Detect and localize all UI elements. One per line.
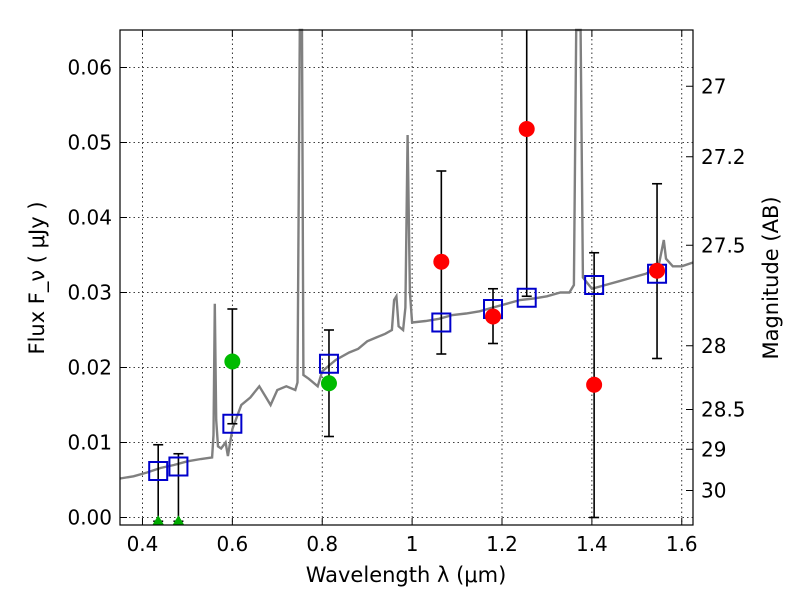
y-axis-label: Flux F_ν ( μJy ) — [25, 201, 50, 354]
data-circle-marker — [586, 376, 603, 393]
model-square-marker — [148, 461, 169, 481]
data-circle-marker — [224, 353, 241, 370]
right-tick-label: 27 — [701, 74, 726, 98]
right-tick-label: 28 — [701, 334, 726, 358]
x-tick-label: 0.8 — [306, 532, 338, 556]
model-square-marker — [222, 413, 243, 434]
axis-ticks — [120, 30, 693, 525]
model-square-marker — [584, 275, 605, 295]
x-tick-label: 1.2 — [486, 532, 518, 556]
upper-limit-triangle — [152, 515, 165, 526]
right-tick-label: 29 — [701, 437, 726, 461]
right-tick-label: 27.2 — [701, 145, 746, 169]
x-tick-label: 1.6 — [666, 532, 698, 556]
right-tick-label: 28.5 — [701, 398, 746, 422]
right-axis-label: Magnitude (AB) — [759, 196, 783, 359]
y-tick-label: 0.02 — [67, 356, 112, 380]
data-circle-marker — [320, 375, 337, 392]
y-tick-label: 0.00 — [67, 506, 112, 530]
x-tick-label: 0.4 — [127, 532, 159, 556]
plot-area — [119, 28, 694, 526]
model-square-marker — [318, 353, 339, 374]
data-markers — [148, 121, 668, 526]
x-axis-label: Wavelength λ (μm) — [306, 563, 507, 587]
y-tick-label: 0.06 — [67, 56, 112, 80]
tick-labels: 0.4 0.6 0.8 1 1.2 1.4 1.6 0.00 0.01 0.02 0.03 0.04 0… — [67, 56, 745, 557]
plot-frame — [119, 29, 694, 526]
right-tick-label: 30 — [701, 479, 726, 503]
data-circle-marker — [649, 262, 666, 279]
model-square-marker — [431, 312, 452, 333]
y-tick-label: 0.01 — [67, 431, 112, 455]
x-tick-label: 1.4 — [576, 532, 608, 556]
y-tick-label: 0.03 — [67, 281, 112, 305]
data-circle-marker — [485, 308, 502, 325]
model-spectrum-line — [119, 28, 694, 480]
upper-limit-triangle — [172, 515, 185, 526]
data-circle-marker — [433, 253, 450, 270]
right-tick-label: 27.5 — [701, 233, 746, 257]
model-square-marker — [168, 456, 189, 477]
y-tick-label: 0.05 — [67, 131, 112, 155]
x-tick-label: 1 — [406, 532, 419, 556]
model-square-marker — [516, 287, 537, 308]
y-tick-label: 0.04 — [67, 206, 112, 230]
x-tick-label: 0.6 — [216, 532, 248, 556]
data-circle-marker — [518, 121, 535, 137]
